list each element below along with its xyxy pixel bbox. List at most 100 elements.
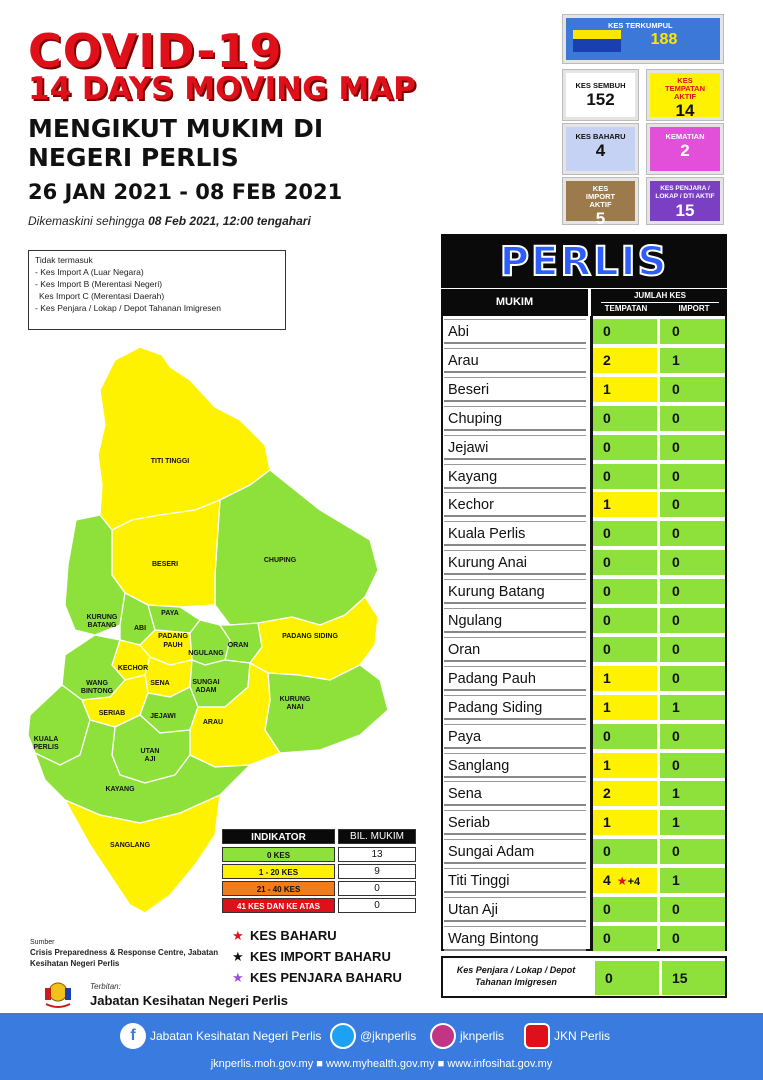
mukim-name: Kurung Batang	[444, 579, 586, 605]
import-value: 0	[660, 434, 725, 460]
summary-value: 2	[680, 141, 690, 160]
table-row: Padang Siding 1 1	[441, 694, 727, 721]
star-key: ★ KES BAHARU ★ KES IMPORT BAHARU ★ KES PENJ…	[232, 925, 402, 988]
summary-value: 15	[675, 201, 695, 220]
table-row: Ngulang 0 0	[441, 607, 727, 634]
tempatan-value: 0	[593, 463, 657, 489]
summary-label: KES TEMPATAN AKTIF	[665, 76, 705, 101]
publisher-label: Terbitan:	[90, 982, 121, 991]
table-title: PERLIS	[441, 234, 727, 288]
legend-head-indikator: INDIKATOR	[222, 829, 335, 844]
table-row: Seriab 1 1	[441, 809, 727, 836]
instagram-icon	[430, 1023, 456, 1049]
summary-label: KES PENJARA / LOKAP / DTI AKTIF	[655, 185, 715, 200]
import-value: 0	[660, 376, 725, 402]
import-value: 0	[660, 897, 725, 922]
tempatan-value: 0	[593, 579, 657, 605]
tempatan-value: 0	[593, 521, 657, 547]
date-range: 26 JAN 2021 - 08 FEB 2021	[28, 180, 343, 204]
title: COVID-19	[28, 24, 283, 78]
import-value: 0	[660, 665, 725, 691]
tempatan-value: 1	[593, 694, 657, 720]
summary-value: 4	[595, 141, 606, 160]
tempatan-value: 0	[593, 897, 657, 922]
table-row: Beseri 1 0	[441, 376, 727, 403]
legend-count: 0	[338, 898, 416, 913]
label-ngulang: NGULANG	[188, 650, 224, 657]
label-titi-tinggi: TITI TINGGI	[151, 458, 190, 465]
exclusion-line: - Kes Import B (Merentasi Negeri)	[35, 279, 163, 289]
mukim-name: Padang Siding	[444, 694, 586, 720]
table-row: Sena 2 1	[441, 780, 727, 807]
label-beseri: BESERI	[152, 561, 178, 568]
legend-label: 0 KES	[222, 847, 335, 862]
import-value: 0	[660, 492, 725, 518]
table-row: Wang Bintong 0 0	[441, 925, 727, 952]
mukim-name: Oran	[444, 636, 586, 662]
tempatan-value: 0	[593, 636, 657, 662]
exclusion-line: Kes Import C (Merentasi Daerah)	[39, 291, 165, 301]
mukim-name: Sungai Adam	[444, 839, 586, 865]
mukim-name: Titi Tinggi	[444, 868, 586, 894]
label-kurung-anai: KURUNG	[280, 696, 311, 703]
mukim-name: Padang Pauh	[444, 665, 586, 691]
summary-tempatan-aktif: KES TEMPATAN AKTIF 14	[647, 70, 723, 120]
tempatan-value: 1	[593, 492, 657, 518]
key-penjara-baharu: ★ KES PENJARA BAHARU	[232, 967, 402, 988]
youtube-icon	[524, 1023, 550, 1049]
legend-count: 13	[338, 847, 416, 862]
legend-header: INDIKATOR BIL. MUKIM	[222, 829, 416, 844]
mukim-name: Beseri	[444, 376, 586, 402]
mukim-name: Chuping	[444, 405, 586, 431]
import-value: 1	[660, 347, 725, 373]
legend-row: 41 KES DAN KE ATAS 0	[222, 898, 416, 913]
label-sungai-adam: ADAM	[196, 687, 217, 694]
table-row: Titi Tinggi 4 ★+4 1	[441, 867, 727, 894]
tempatan-value: 2	[593, 347, 657, 373]
penjara-tempatan: 0	[595, 961, 659, 995]
update-note: Dikemaskini sehingga 08 Feb 2021, 12:00 …	[28, 214, 311, 228]
mukim-name: Paya	[444, 723, 586, 749]
import-value: 0	[660, 839, 725, 865]
map-labels: TITI TINGGI BESERI CHUPING KURUNG BATANG…	[33, 458, 338, 849]
purple-star-icon: ★	[232, 970, 244, 985]
label-kuala-perlis: KUALA	[34, 736, 59, 743]
label-arau: ARAU	[203, 719, 223, 726]
label-wang-bintong: WANG	[86, 680, 108, 687]
tempatan-value: 1	[593, 376, 657, 402]
source-text: Crisis Preparedness & Response Centre, J…	[30, 948, 219, 968]
mukim-name: Jejawi	[444, 434, 586, 460]
publisher-name: Jabatan Kesihatan Negeri Perlis	[90, 993, 288, 1008]
legend-count: 0	[338, 881, 416, 896]
table-row: Abi 0 0	[441, 318, 727, 345]
label-sena: SENA	[150, 680, 169, 687]
mukim-name: Wang Bintong	[444, 925, 586, 951]
legend-row: 21 - 40 KES 0	[222, 881, 416, 896]
import-value: 0	[660, 463, 725, 489]
mukim-name: Ngulang	[444, 608, 586, 633]
website-links[interactable]: jknperlis.moh.gov.my ■ www.myhealth.gov.…	[210, 1058, 553, 1070]
jata-crest-icon	[45, 982, 71, 1008]
table-row: Jejawi 0 0	[441, 434, 727, 461]
col-mukim: MUKIM	[495, 296, 534, 308]
import-value: 0	[660, 752, 725, 778]
import-value: 0	[660, 550, 725, 576]
exclusion-line: - Kes Import A (Luar Negara)	[35, 267, 144, 277]
summary-value: 5	[595, 209, 606, 228]
red-star-icon: ★	[232, 928, 244, 943]
table-row: Kechor 1 0	[441, 491, 727, 518]
import-value: 0	[660, 925, 725, 951]
summary-sembuh: KES SEMBUH 152	[563, 70, 638, 120]
table-row: Kayang 0 0	[441, 463, 727, 490]
exclusion-box: Tidak termasuk - Kes Import A (Luar Nega…	[28, 250, 286, 330]
mukim-name: Arau	[444, 347, 586, 373]
label-seriab: SERIAB	[99, 710, 125, 717]
label-kurung-anai: ANAI	[286, 704, 303, 711]
label-sungai-adam: SUNGAI	[192, 679, 219, 686]
mukim-name: Kurung Anai	[444, 550, 586, 576]
summary-import-aktif: KES IMPORT AKTIF 5	[563, 178, 638, 228]
mukim-name: Utan Aji	[444, 897, 586, 922]
tempatan-value: 1	[593, 752, 657, 778]
update-prefix: Dikemaskini sehingga	[28, 214, 149, 228]
mukim-name: Abi	[444, 319, 586, 344]
